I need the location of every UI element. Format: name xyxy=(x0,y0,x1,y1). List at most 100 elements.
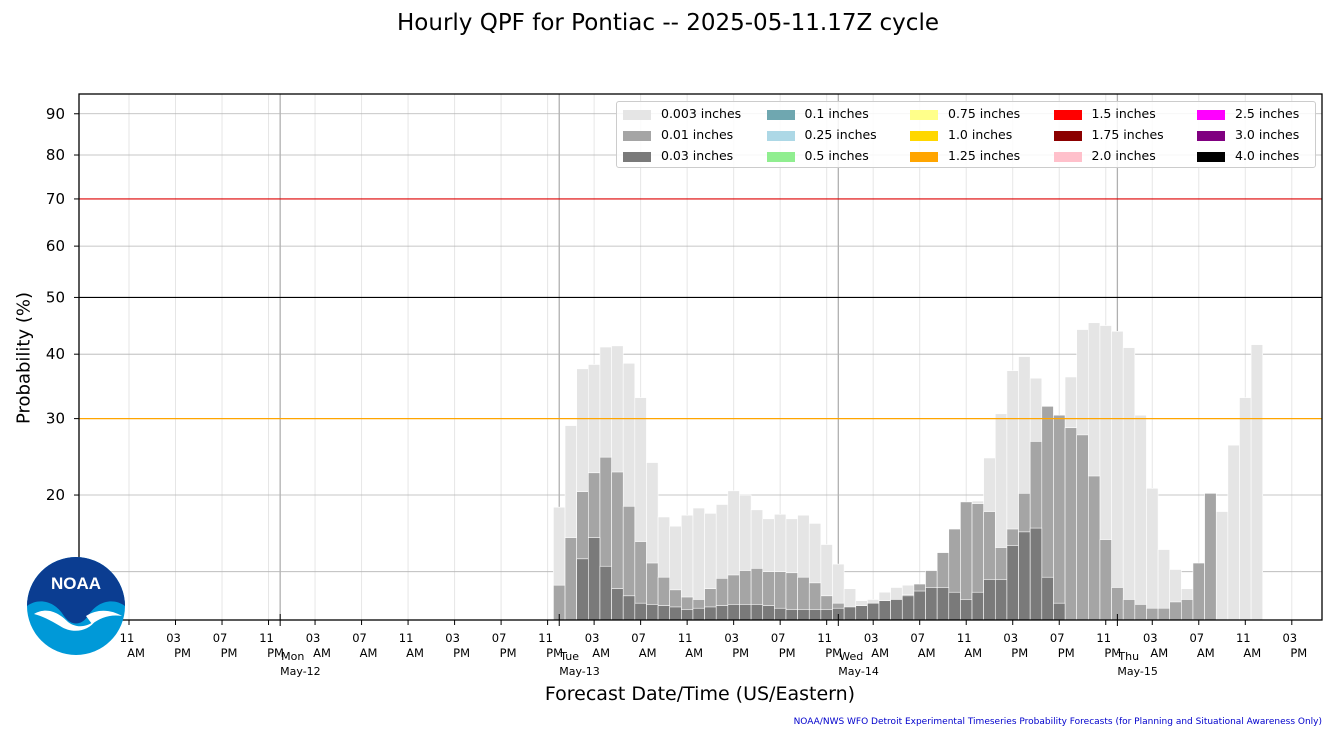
x-tick-hour: 07 xyxy=(771,631,786,645)
x-tick-ampm: PM xyxy=(1011,646,1028,660)
x-tick-hour: 07 xyxy=(213,631,228,645)
bar-0-03-inches xyxy=(948,591,961,621)
legend-item: 1.25 inches xyxy=(910,149,1020,163)
x-tick-ampm: AM xyxy=(406,646,424,660)
x-tick-hour: 11 xyxy=(1236,631,1251,645)
y-axis-label: Probability (%) xyxy=(13,291,35,425)
legend-item: 3.0 inches xyxy=(1197,128,1299,142)
date-label: May-14 xyxy=(838,665,879,678)
bar-0-03-inches xyxy=(646,604,659,621)
bar-0-03-inches xyxy=(994,579,1008,621)
bar-0-03-inches xyxy=(960,599,973,621)
bar-0-01-inches xyxy=(564,537,577,621)
legend-item: 4.0 inches xyxy=(1197,149,1299,163)
x-axis: 11AM03PM07PM11PM03AM07AM11AM03PM07PM11PM… xyxy=(120,614,1307,678)
x-tick-ampm: PM xyxy=(546,646,563,660)
day-label: Mon xyxy=(281,650,304,663)
x-tick-hour: 11 xyxy=(399,631,414,645)
bar-0-03-inches xyxy=(855,605,868,621)
x-tick-ampm: AM xyxy=(685,646,703,660)
legend-label: 0.03 inches xyxy=(661,148,734,163)
legend-item: 1.0 inches xyxy=(910,128,1012,142)
legend-swatch xyxy=(766,151,795,162)
x-tick-ampm: AM xyxy=(313,646,331,660)
bar-0-01-inches xyxy=(1169,601,1182,621)
x-tick-hour: 03 xyxy=(724,631,739,645)
legend-label: 0.1 inches xyxy=(804,106,869,121)
bar-0-03-inches xyxy=(797,609,810,621)
legend-swatch xyxy=(1053,109,1082,120)
legend-swatch xyxy=(910,130,938,141)
x-tick-hour: 07 xyxy=(1189,631,1204,645)
legend-item: 1.75 inches xyxy=(1053,127,1164,142)
legend-item: 0.5 inches xyxy=(766,149,869,163)
date-label: May-12 xyxy=(280,665,321,678)
bar-0-03-inches xyxy=(681,609,694,621)
bar-0-01-inches xyxy=(1157,607,1171,621)
x-tick-hour: 11 xyxy=(1096,631,1111,645)
legend-item: 0.03 inches xyxy=(623,149,733,163)
bar-0-03-inches xyxy=(983,579,996,621)
legend-swatch xyxy=(910,151,938,162)
y-tick-label: 50 xyxy=(46,288,65,306)
legend-label: 2.0 inches xyxy=(1091,148,1156,163)
day-label: Wed xyxy=(839,650,863,663)
bar-0-03-inches xyxy=(820,609,833,621)
legend-item: 0.003 inches xyxy=(623,107,741,121)
legend-item: 0.01 inches xyxy=(623,128,733,142)
plot-area-frame xyxy=(78,93,1323,621)
x-tick-hour: 11 xyxy=(957,631,972,645)
noaa-logo-text: NOAA xyxy=(51,574,101,593)
y-tick-label: 30 xyxy=(46,410,65,428)
bar-0-03-inches xyxy=(588,537,601,621)
reference-lines xyxy=(79,198,1322,420)
bar-0-03-inches xyxy=(669,606,682,621)
bar-0-03-inches xyxy=(611,588,624,621)
x-tick-hour: 07 xyxy=(1050,631,1065,645)
noaa-logo: NOAA xyxy=(27,557,125,655)
bars-group xyxy=(553,322,1264,621)
x-tick-hour: 03 xyxy=(1143,631,1158,645)
bar-0-003-inches xyxy=(1111,330,1124,621)
bar-0-003-inches xyxy=(1239,397,1252,621)
y-tick-label: 20 xyxy=(46,486,65,504)
y-tick-label: 70 xyxy=(46,190,65,208)
legend-label: 0.25 inches xyxy=(804,127,877,142)
x-tick-ampm: AM xyxy=(127,646,145,660)
bar-0-03-inches xyxy=(704,606,717,621)
legend-swatch xyxy=(623,109,651,120)
legend-swatch xyxy=(910,109,938,120)
bar-0-03-inches xyxy=(936,587,950,621)
legend-swatch xyxy=(1197,130,1225,141)
x-tick-hour: 07 xyxy=(492,631,507,645)
chart-title: Hourly QPF for Pontiac -- 2025-05-11.17Z… xyxy=(397,10,939,36)
bar-0-03-inches xyxy=(890,599,903,621)
bar-0-03-inches xyxy=(715,605,729,621)
x-tick-ampm: PM xyxy=(221,646,238,660)
bar-0-003-inches xyxy=(1146,487,1159,621)
x-tick-hour: 11 xyxy=(120,631,135,645)
date-label: May-13 xyxy=(559,665,600,678)
legend-label: 3.0 inches xyxy=(1235,127,1300,142)
legend-swatch xyxy=(623,151,651,162)
x-tick-ampm: PM xyxy=(1290,646,1307,660)
bar-0-003-inches xyxy=(1250,344,1264,621)
bar-0-01-inches xyxy=(1064,427,1077,621)
x-tick-ampm: AM xyxy=(360,646,378,660)
x-tick-ampm: AM xyxy=(871,646,889,660)
bar-0-03-inches xyxy=(739,604,752,621)
legend-label: 0.01 inches xyxy=(661,127,734,142)
bar-0-03-inches xyxy=(843,606,857,621)
y-tick-label: 90 xyxy=(46,105,65,123)
x-tick-hour: 11 xyxy=(817,631,832,645)
legend-label: 4.0 inches xyxy=(1235,148,1300,163)
legend-item: 0.75 inches xyxy=(910,107,1020,121)
x-tick-ampm: PM xyxy=(732,646,749,660)
bar-0-03-inches xyxy=(1053,602,1066,621)
legend-label: 1.75 inches xyxy=(1091,127,1164,142)
day-label: Thu xyxy=(1117,650,1139,663)
bar-0-03-inches xyxy=(622,595,636,621)
x-tick-ampm: PM xyxy=(779,646,796,660)
legend-label: 0.75 inches xyxy=(948,106,1021,121)
